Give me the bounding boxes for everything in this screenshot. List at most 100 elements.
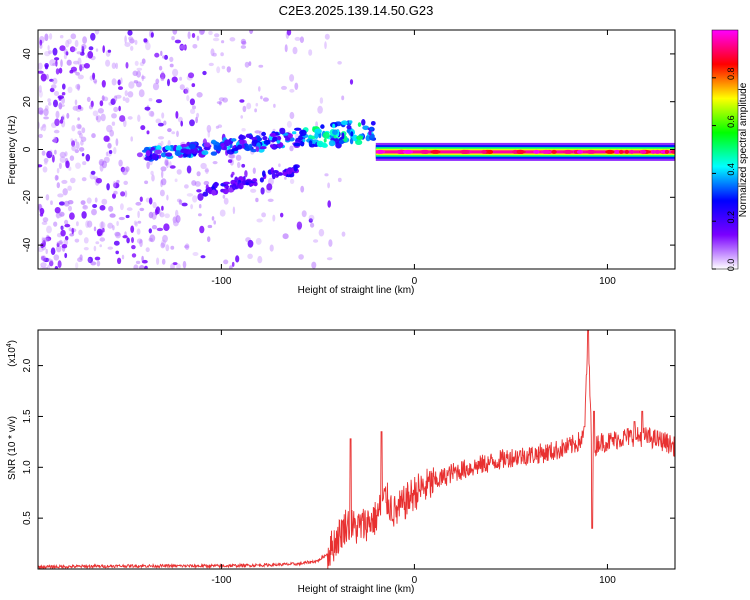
spectrogram-cell (212, 161, 218, 165)
spectrogram-cell (375, 149, 386, 154)
spectrogram-cell (651, 149, 656, 154)
spectrogram-cell (55, 110, 60, 119)
spectrogram-cell (179, 84, 185, 90)
spectrogram-cell (481, 149, 487, 154)
spectrogram-cell (64, 223, 71, 228)
spectrogram-cell (250, 148, 257, 153)
spectrogram-cell (227, 159, 233, 164)
spectrogram-cell (119, 115, 126, 122)
spectrogram-cell (241, 163, 246, 168)
spectrogram-cell (115, 138, 119, 147)
spectrogram-cell (91, 208, 97, 216)
spectrogram-cell (639, 149, 647, 154)
spectrogram-cell (71, 145, 76, 152)
spectrogram-cell (239, 99, 245, 103)
spectrogram-cell (109, 129, 114, 137)
spectrogram-cell (150, 146, 155, 151)
spectrogram-cell (77, 57, 82, 66)
spectrogram-cell (213, 144, 218, 151)
spectrogram-cell (88, 46, 94, 51)
spectrogram-cell (90, 100, 94, 108)
spectrogram-cell (107, 142, 112, 149)
spectrogram-cell (197, 193, 204, 201)
spectrogram-cell (60, 59, 63, 68)
spectrogram-cell (130, 136, 133, 142)
spectrogram-cell (165, 152, 173, 157)
spectrogram-cell (91, 133, 96, 139)
spectrogram-cell (419, 149, 429, 154)
spectrogram-cell (38, 133, 43, 139)
spectrogram-cell (82, 204, 87, 209)
spectrogram-cell (66, 112, 70, 119)
spectrogram-cell (218, 97, 225, 102)
spectrogram-cell (159, 212, 165, 218)
spectrogram-cell (85, 154, 91, 162)
spectrogram-cell (150, 32, 154, 38)
spectrogram-cell (120, 166, 126, 173)
spectrogram-cell (113, 190, 118, 195)
spectrogram-cell (54, 57, 60, 61)
spectrogram-cell (124, 190, 128, 198)
spectrogram-cell (171, 36, 175, 41)
spectrogram-cell (175, 215, 181, 223)
spectrogram-cell (186, 95, 190, 102)
spectrogram-cell (136, 238, 143, 244)
spectrogram-cell (235, 154, 242, 161)
spectrogram-cell (229, 37, 236, 42)
spectrogram-cell (133, 264, 139, 269)
spectrogram-cell (192, 195, 198, 203)
colorbar-gradient (711, 29, 739, 270)
spectrogram-cell (241, 40, 247, 45)
y-tick-label: 1.0 (22, 460, 33, 474)
spectrogram-cell (69, 69, 74, 74)
spectrogram-cell (64, 252, 68, 259)
spectrogram-cell (109, 213, 116, 218)
spectrogram-cell (233, 147, 239, 151)
spectrogram-cell (203, 142, 211, 148)
spectrogram-cell (332, 123, 336, 129)
spectrogram-cell (110, 98, 116, 105)
spectrogram-cell (294, 82, 299, 91)
spectrogram-cell (272, 128, 276, 132)
spectrogram-cell (293, 142, 301, 147)
spectrogram-cell (136, 228, 141, 235)
spectrogram-cell (59, 104, 65, 108)
spectrogram-cell (269, 132, 277, 137)
spectrogram-cell (222, 194, 226, 199)
spectrogram-cell (112, 225, 115, 231)
spectrogram-cell (136, 152, 143, 158)
spectrogram-cell (151, 225, 158, 230)
spectrogram-cell (183, 44, 187, 51)
spectrogram-cell (244, 61, 250, 68)
spectrogram-cell (54, 118, 60, 127)
spectrogram-cell (82, 36, 87, 44)
spectrogram-cell (76, 221, 79, 227)
spectrogram-cell (338, 139, 345, 145)
spectrogram-cell (234, 176, 239, 183)
spectrogram-cell (45, 248, 48, 255)
spectrogram-cell (192, 105, 196, 110)
spectrogram-cell (624, 149, 629, 154)
spectrogram-cell (322, 131, 330, 139)
spectrogram-cell (208, 30, 213, 36)
spectrogram-cell (148, 197, 153, 205)
spectrogram-cell (285, 168, 293, 175)
spectrogram-cell (262, 136, 268, 141)
spectrogram-cell (188, 143, 196, 150)
spectrogram-cell (308, 218, 313, 223)
spectrogram-cell (211, 139, 217, 144)
spectrogram-cell (258, 64, 264, 68)
spectrogram-cell (43, 108, 49, 117)
spectrogram-cell (160, 140, 164, 146)
spectrogram-cell (245, 182, 249, 186)
spectrogram-cell (99, 244, 102, 248)
spectrogram-cell (352, 134, 358, 142)
spectrogram-cell (86, 197, 92, 204)
spectrogram-cell (254, 108, 257, 113)
spectrogram-cell (46, 225, 52, 234)
spectrogram-cell (47, 45, 50, 51)
spectrogram-cell (244, 170, 248, 178)
spectrogram-cell (127, 30, 133, 36)
spectrogram-cell (229, 265, 233, 269)
spectrogram-cell (236, 77, 243, 84)
